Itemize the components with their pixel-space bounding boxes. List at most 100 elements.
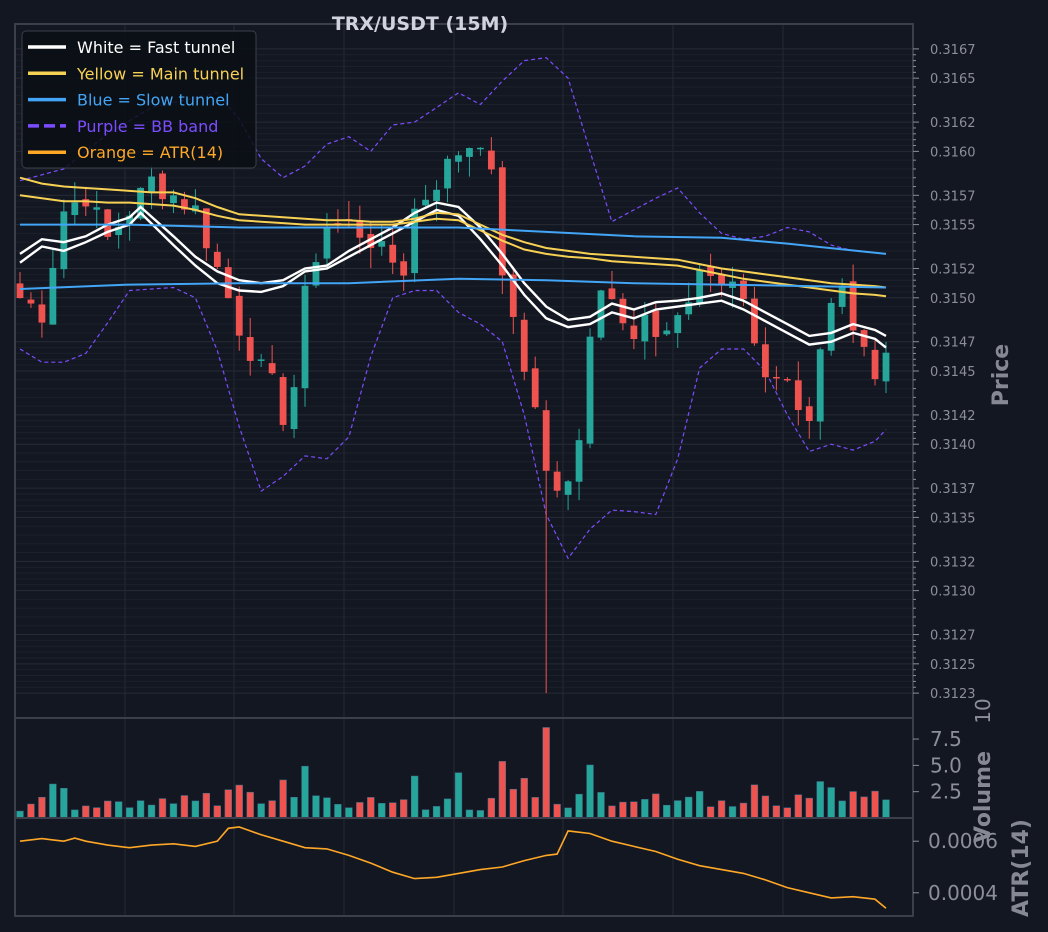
candle-body — [389, 244, 397, 263]
candle-body — [126, 215, 134, 224]
volume-bar — [115, 801, 123, 819]
candle-body — [411, 208, 419, 274]
price-tick-label: 0.3132 — [930, 555, 976, 570]
volume-bar — [410, 775, 419, 819]
candle-body — [608, 288, 616, 300]
candle-body — [696, 270, 704, 304]
legend-label: Orange = ATR(14) — [77, 143, 223, 162]
legend-label: White = Fast tunnel — [77, 38, 235, 57]
volume-bar — [849, 791, 857, 819]
candle-body — [148, 176, 155, 193]
volume-bar — [279, 779, 287, 819]
legend-label: Yellow = Main tunnel — [76, 64, 244, 83]
volume-bar — [93, 807, 101, 819]
candle-body — [762, 344, 769, 378]
candle-body — [433, 189, 440, 201]
volume-bar — [619, 801, 627, 819]
candle-body — [772, 376, 780, 379]
candle-body — [246, 337, 254, 361]
candle-body — [60, 211, 68, 270]
volume-bar — [268, 800, 276, 819]
atr-line — [19, 826, 887, 909]
candle-body — [630, 325, 638, 339]
candle-body — [586, 336, 594, 444]
candle-body — [498, 167, 506, 276]
price-tick-label: 0.3165 — [930, 72, 976, 87]
price-tick-label: 0.3145 — [930, 365, 976, 380]
candle-body — [49, 267, 57, 325]
volume-bar — [717, 800, 726, 819]
candle-body — [27, 299, 35, 304]
candle-body — [444, 158, 451, 189]
candle-body — [378, 241, 386, 247]
candle-body — [115, 226, 123, 236]
volume-bar — [323, 797, 331, 819]
volume-bar — [38, 796, 46, 819]
candle-body — [455, 155, 462, 162]
volume-bar — [827, 787, 835, 819]
candle-body — [619, 298, 627, 324]
atr-axis-label: ATR(14) — [1009, 819, 1034, 917]
volume-axis-label: Volume — [971, 751, 996, 843]
volume-bar — [356, 802, 364, 819]
atr-tick-label: 0.0004 — [928, 881, 998, 905]
candle-body — [783, 378, 791, 381]
candle-body — [553, 471, 561, 491]
candle-body — [794, 380, 802, 410]
candles — [16, 137, 890, 694]
candle-body — [685, 302, 693, 315]
volume-bar — [378, 803, 386, 819]
main-tunnel-line — [19, 194, 887, 298]
volume-bar — [60, 787, 68, 819]
candle-body — [838, 285, 846, 307]
candle-body — [674, 315, 682, 334]
candle-body — [71, 202, 79, 216]
volume-bar — [553, 803, 561, 819]
volume-bar — [641, 799, 649, 819]
price-tick-label: 0.3152 — [930, 263, 976, 278]
candle-body — [235, 295, 243, 336]
volume-bar — [125, 807, 134, 819]
atr-panel-frame — [14, 817, 914, 917]
volume-bar — [301, 765, 309, 819]
candle-body — [827, 302, 835, 351]
legend: White = Fast tunnel Yellow = Main tunnel B… — [21, 30, 257, 169]
candle-body — [542, 410, 550, 471]
price-tick-label: 0.3125 — [930, 658, 976, 673]
volume-tick-label: 7.5 — [930, 727, 962, 751]
volume-bar — [652, 793, 660, 819]
volume-bar — [706, 806, 715, 819]
candle-body — [422, 199, 429, 206]
candle-body — [312, 262, 320, 286]
candle-body — [279, 377, 287, 425]
volume-bar — [104, 800, 112, 819]
price-tick-label: 0.3130 — [930, 585, 976, 600]
candle-body — [16, 283, 24, 299]
volume-bar — [432, 806, 441, 819]
volume-bar — [860, 796, 868, 819]
volume-bar — [158, 798, 167, 819]
price-tick-label: 0.3140 — [930, 438, 976, 453]
candle-body — [564, 481, 572, 495]
volume-tick-label: 2.5 — [930, 780, 962, 804]
volume-exponent-label: 10 — [971, 698, 995, 723]
volume-bar — [27, 803, 35, 819]
volume-bar — [169, 803, 178, 819]
chart-title: TRX/USDT (15M) — [332, 13, 508, 35]
legend-label: Blue = Slow tunnel — [77, 91, 230, 110]
price-tick-label: 0.3157 — [930, 189, 976, 204]
candle-body — [466, 148, 473, 157]
volume-bar — [257, 803, 265, 819]
candle-body — [652, 310, 660, 337]
candle-body — [816, 349, 824, 422]
volume-bar — [783, 807, 791, 819]
volume-bar — [564, 807, 572, 819]
volume-bar — [224, 789, 232, 819]
candle-body — [509, 274, 517, 317]
volume-bar — [82, 805, 90, 819]
candle-body — [202, 208, 210, 249]
volume-bar — [882, 799, 890, 819]
volume-bar — [345, 807, 353, 819]
volume-bar — [509, 788, 517, 819]
